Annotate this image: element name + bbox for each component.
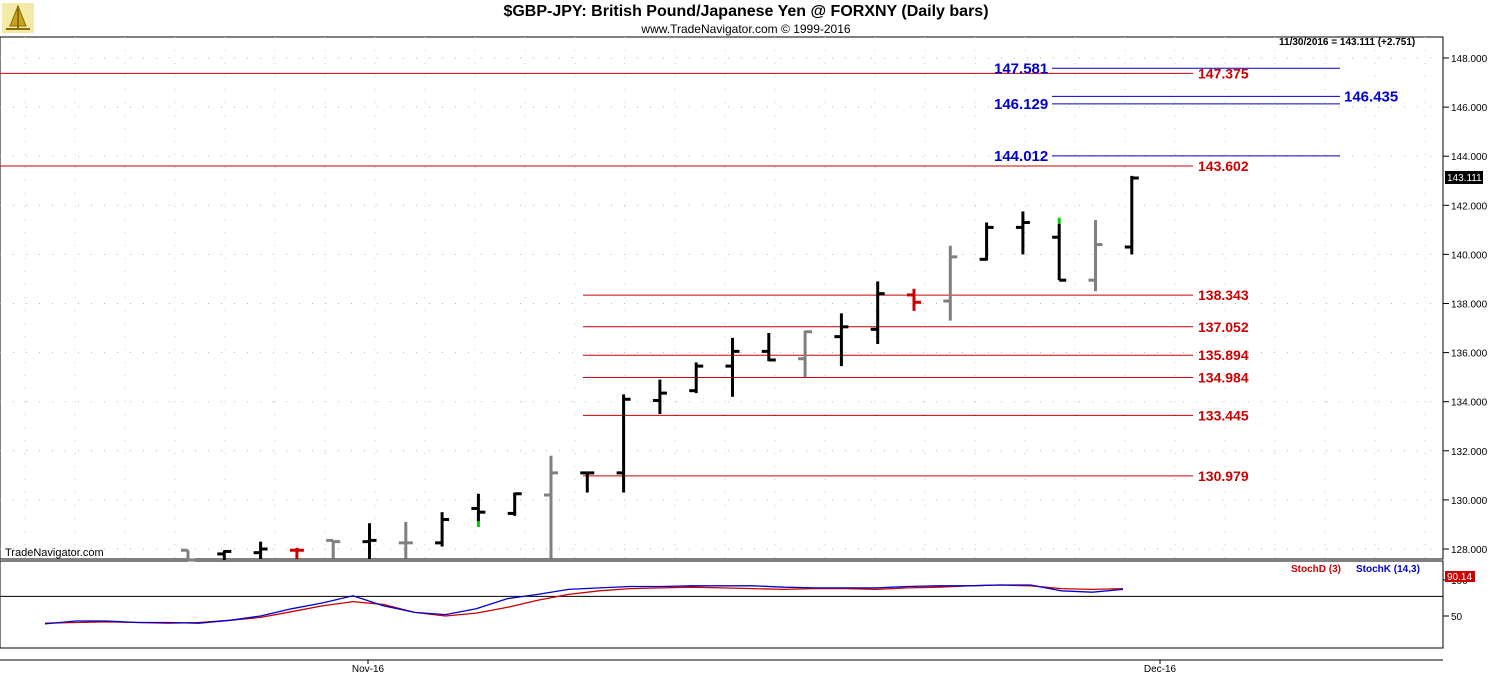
red-level-label: 133.445 — [1198, 407, 1249, 423]
price-y-tick-label: 142.000 — [1451, 201, 1488, 212]
price-y-tick-label: 138.000 — [1451, 300, 1488, 311]
ohlc-bar — [616, 394, 631, 493]
ohlc-bar — [253, 541, 268, 559]
price-y-tick-label: 132.000 — [1451, 447, 1488, 458]
price-panel — [0, 36, 1444, 560]
x-axis: Nov-16 Dec-16 — [352, 660, 1177, 675]
blue-level-label: 146.129 — [994, 96, 1048, 113]
ohlc-bar — [181, 548, 195, 562]
stoch-current-value: 90.14 — [1447, 572, 1472, 583]
stoch-k-line — [44, 584, 1124, 625]
current-price-tag — [1445, 171, 1483, 184]
ohlc-bar — [1088, 220, 1103, 292]
ohlc-bar — [398, 521, 413, 559]
ohlc-bar — [1052, 217, 1067, 282]
price-y-tick-label: 130.000 — [1451, 496, 1488, 507]
price-y-tick-label: 136.000 — [1451, 349, 1488, 360]
ohlc-bar — [326, 538, 341, 559]
chart-subtitle: www.TradeNavigator.com © 1999-2016 — [641, 22, 851, 36]
ohlc-bar — [870, 281, 885, 345]
x-tick-label: Dec-16 — [1144, 664, 1177, 675]
red-level-label: 134.984 — [1198, 370, 1249, 386]
price-y-tick-label: 148.000 — [1451, 54, 1488, 65]
ohlc-bar — [1124, 175, 1139, 255]
watermark-label: TradeNavigator.com — [5, 547, 104, 559]
price-y-tick-label: 140.000 — [1451, 250, 1488, 261]
ohlc-bar — [289, 547, 304, 559]
ohlc-bar — [544, 455, 558, 559]
blue-level-label: 144.012 — [994, 148, 1048, 165]
red-level-label: 130.979 — [1198, 468, 1249, 484]
x-tick-label: Nov-16 — [352, 664, 385, 675]
price-y-tick-label: 134.000 — [1451, 398, 1488, 409]
stoch-y-tick-label: 50 — [1451, 612, 1463, 623]
price-y-tick-label: 128.000 — [1451, 545, 1488, 556]
ohlc-bar — [725, 337, 740, 397]
ohlc-bar — [943, 245, 958, 321]
ohlc-bar — [217, 549, 232, 561]
ohlc-bar — [580, 471, 595, 493]
ohlc-bar — [362, 523, 377, 559]
ohlc-bar — [979, 222, 994, 261]
ohlc-bar — [652, 379, 667, 414]
ohlc-bar — [798, 330, 813, 378]
red-level-label: 138.343 — [1198, 287, 1249, 303]
ohlc-bar — [761, 332, 776, 362]
ohlc-bar — [834, 313, 849, 367]
stoch-value-tag — [1445, 571, 1475, 582]
chart-title: $GBP-JPY: British Pound/Japanese Yen @ F… — [503, 3, 989, 20]
ohlc-bar — [689, 362, 704, 394]
blue-level-label: 146.435 — [1344, 88, 1398, 105]
last-quote-label: 11/30/2016 = 143.111 (+2.751) — [1279, 37, 1415, 48]
stoch-k-legend: StochK (14,3) — [1356, 564, 1420, 575]
stoch-d-legend: StochD (3) — [1291, 564, 1341, 575]
price-levels: 147.375 143.602 138.343 137.052 135.894 134.9… — [0, 60, 1398, 484]
ohlc-bar — [507, 492, 522, 516]
price-y-tick-label: 146.000 — [1451, 103, 1488, 114]
stoch-panel — [0, 560, 1444, 649]
red-level-label: 135.894 — [1198, 347, 1249, 363]
ohlc-bar — [907, 288, 921, 311]
ohlc-bar — [435, 512, 450, 547]
price-y-tick-label: 144.000 — [1451, 152, 1488, 163]
current-price-value: 143.111 — [1447, 173, 1482, 184]
ohlc-bar — [471, 493, 486, 527]
red-level-label: 137.052 — [1198, 319, 1249, 335]
red-level-label: 147.375 — [1198, 65, 1249, 81]
red-level-label: 143.602 — [1198, 158, 1249, 174]
price-grid — [0, 37, 1443, 559]
price-y-axis: 128.000 130.000 132.000 134.000 136.000 138.0… — [1443, 54, 1488, 556]
trade-navigator-logo-icon — [2, 3, 34, 33]
blue-level-label: 147.581 — [994, 60, 1048, 77]
price-bars — [181, 175, 1139, 562]
ohlc-bar — [1015, 211, 1030, 255]
